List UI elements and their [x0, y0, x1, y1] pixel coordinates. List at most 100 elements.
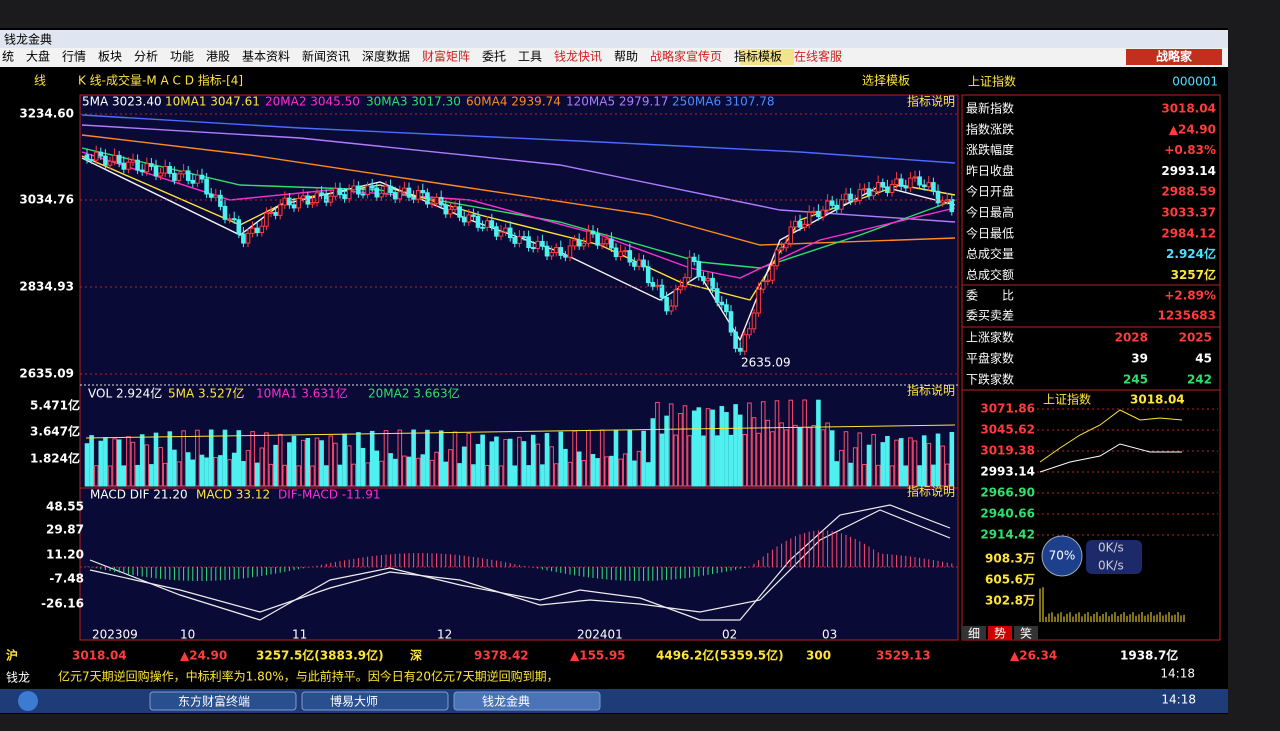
- menu-item[interactable]: 钱龙快讯: [554, 49, 602, 64]
- volume-bar: [650, 418, 656, 487]
- volume-bar: [788, 399, 794, 487]
- candle-body: [714, 288, 720, 303]
- menu-item[interactable]: 在线客服: [794, 49, 842, 64]
- candle-body: [337, 188, 343, 196]
- mini-title: 上证指数: [1043, 392, 1091, 407]
- volume-bar: [489, 441, 495, 487]
- tab-label[interactable]: 笑: [1020, 626, 1032, 641]
- menu-item[interactable]: 帮助: [614, 50, 638, 64]
- volume-bar: [774, 400, 780, 487]
- candle-body: [576, 239, 582, 247]
- task-button[interactable]: [301, 691, 449, 711]
- quote-value: 3033.37: [1161, 206, 1216, 220]
- menu-item[interactable]: 新闻资讯: [302, 49, 350, 64]
- candle-body: [245, 232, 251, 244]
- menu-item[interactable]: 行情: [62, 50, 86, 64]
- help[interactable]: 指标说明: [907, 94, 955, 109]
- candle-body: [687, 256, 692, 279]
- menu-item[interactable]: 基本资料: [242, 50, 290, 64]
- tab-label[interactable]: 细: [968, 627, 980, 641]
- volume-bar: [839, 449, 844, 487]
- candle-body: [728, 311, 734, 333]
- candle-body: [820, 209, 826, 218]
- volume-bar: [691, 410, 697, 487]
- candle-body: [816, 210, 821, 218]
- candle-body: [130, 159, 136, 163]
- candle-body: [586, 230, 591, 244]
- help[interactable]: 指标说明: [907, 484, 955, 499]
- quote-label: 今日开盘: [966, 184, 1014, 199]
- volume-bar: [397, 429, 403, 487]
- candle-body: [172, 172, 177, 181]
- macd-label: DIF-MACD -11.91: [278, 488, 380, 502]
- macd-lines: [89, 504, 951, 621]
- quote-value: +0.83%: [1164, 143, 1216, 157]
- candle-body: [167, 165, 173, 174]
- status-item: 3529.13: [876, 649, 931, 663]
- candle-body: [356, 185, 361, 195]
- menu-item[interactable]: 大盘: [26, 49, 50, 64]
- menu-item[interactable]: 分析: [134, 50, 158, 64]
- x-tick-label: 202309: [92, 628, 138, 642]
- menu-item[interactable]: 财富矩阵: [422, 49, 470, 64]
- volume-bar: [342, 433, 347, 487]
- menu-bar: [0, 48, 1228, 67]
- x-tick-label: 202401: [577, 628, 623, 642]
- volume-bar: [898, 438, 904, 487]
- candle-body: [843, 193, 849, 201]
- task-button[interactable]: [149, 691, 297, 711]
- menu-item[interactable]: 深度数据: [362, 49, 410, 64]
- volume-bar: [383, 430, 389, 487]
- candle-body: [558, 247, 564, 256]
- candle-body: [691, 256, 697, 262]
- candle-body: [595, 233, 600, 246]
- menu-item[interactable]: 功能: [170, 50, 194, 64]
- candle-body: [448, 208, 453, 215]
- task-label[interactable]: 东方财富终端: [178, 694, 250, 709]
- tab[interactable]: [988, 626, 1012, 640]
- quote-label: 涨跌幅度: [966, 142, 1014, 157]
- template[interactable]: 选择模板: [862, 74, 910, 88]
- help[interactable]: 指标说明: [907, 383, 955, 398]
- menu-item[interactable]: 工具: [518, 50, 542, 64]
- task-label[interactable]: 钱龙金典: [482, 694, 530, 709]
- candle-body: [379, 192, 384, 198]
- volume-bar: [747, 402, 752, 487]
- y-tick-label: 48.55: [46, 500, 84, 514]
- volume-bar: [204, 457, 209, 487]
- y-tick-label: 3234.60: [19, 107, 74, 121]
- tab-label[interactable]: 势: [994, 627, 1006, 641]
- volume-bar: [135, 464, 140, 487]
- task-label[interactable]: 博易大师: [330, 694, 378, 709]
- volume-bar: [540, 464, 545, 487]
- candle-body: [590, 230, 596, 235]
- brand-box: [1126, 49, 1222, 65]
- tab[interactable]: [1014, 626, 1038, 640]
- menu-item[interactable]: 指标模板: [734, 49, 782, 64]
- candle-body: [489, 220, 495, 228]
- y-tick-label: 1.824亿: [30, 451, 80, 466]
- status-item: 3257.5亿(3883.9亿): [256, 648, 384, 663]
- candle-body: [599, 243, 605, 246]
- volume-bar: [604, 456, 610, 487]
- menu-item[interactable]: 统: [2, 50, 14, 64]
- candle-body: [296, 197, 301, 209]
- candle-body: [153, 165, 159, 177]
- candle-body: [632, 261, 637, 267]
- toolbar: [0, 67, 1228, 95]
- task-button[interactable]: [453, 691, 601, 711]
- volume-bar: [544, 433, 550, 487]
- start-button[interactable]: [18, 691, 38, 711]
- menu-item[interactable]: 委托: [482, 50, 506, 64]
- tab[interactable]: [962, 626, 986, 640]
- status-item: ▲26.34: [1010, 649, 1057, 663]
- menu-item[interactable]: 板块: [98, 50, 122, 64]
- volume-bar: [264, 432, 269, 487]
- candle-body: [351, 185, 357, 191]
- menu-item[interactable]: 战略家宣传页: [650, 49, 722, 64]
- mini-y-label: 2940.66: [980, 507, 1035, 521]
- status-item: ▲24.90: [180, 649, 227, 663]
- menu-item[interactable]: 港股: [206, 50, 230, 64]
- candle-body: [277, 204, 283, 216]
